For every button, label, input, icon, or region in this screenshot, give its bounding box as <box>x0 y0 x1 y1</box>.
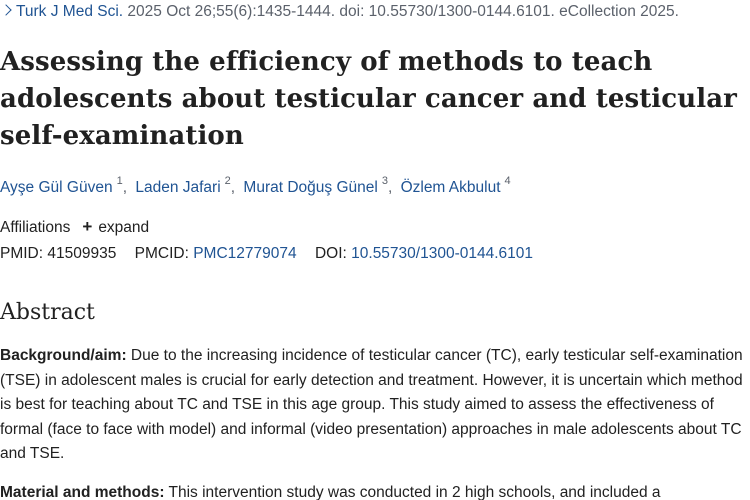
abstract-section-label: Material and methods: <box>0 484 165 500</box>
citation-line: Turk J Med Sci. 2025 Oct 26;55(6):1435-1… <box>0 3 679 21</box>
affiliation-ref[interactable]: 3 <box>381 175 388 187</box>
abstract-heading: Abstract <box>0 300 95 325</box>
author-link[interactable]: Özlem Akbulut <box>400 179 501 197</box>
author-link[interactable]: Laden Jafari <box>135 179 221 197</box>
doi-label: DOI: <box>314 245 347 262</box>
affiliations-expand-button[interactable]: expand <box>98 219 150 236</box>
identifiers-row: PMID: 41509935 PMCID: PMC12779074 DOI: 1… <box>0 245 533 263</box>
affiliations-row: Affiliations + expand <box>0 217 149 237</box>
pmcid-link[interactable]: PMC12779074 <box>193 245 297 262</box>
affiliation-ref[interactable]: 2 <box>224 175 231 187</box>
author-separator: , <box>122 179 128 197</box>
doi-link[interactable]: 10.55730/1300-0144.6101 <box>351 245 534 262</box>
author-link[interactable]: Ayşe Gül Güven <box>0 179 113 197</box>
pmcid-label: PMCID: <box>134 245 189 262</box>
abstract-methods: Material and methods: This intervention … <box>0 481 745 500</box>
abstract-section-label: Background/aim: <box>0 347 127 364</box>
pmid-label: PMID: <box>0 245 44 262</box>
citation-details: 2025 Oct 26;55(6):1435-1444. doi: 10.557… <box>123 3 679 20</box>
abstract-background: Background/aim: Due to the increasing in… <box>0 344 745 467</box>
article-title: Assessing the efficiency of methods to t… <box>0 47 737 151</box>
plus-icon[interactable]: + <box>82 217 93 236</box>
chevron-right-icon <box>0 4 12 16</box>
affiliations-label: Affiliations <box>0 219 71 236</box>
author-separator: , <box>387 179 393 197</box>
abstract-section-text: This intervention study was conducted in… <box>164 484 661 500</box>
pmid-value: 41509935 <box>47 245 117 262</box>
abstract-section-text: Due to the increasing incidence of testi… <box>0 347 743 462</box>
journal-link[interactable]: Turk J Med Sci. <box>16 3 124 20</box>
author-link[interactable]: Murat Doğuş Günel <box>243 179 378 197</box>
affiliation-ref[interactable]: 1 <box>116 175 123 187</box>
author-separator: , <box>230 179 236 197</box>
author-list: Ayşe Gül Güven 1, Laden Jafari 2, Murat Do… <box>0 175 511 197</box>
affiliation-ref[interactable]: 4 <box>504 175 511 187</box>
